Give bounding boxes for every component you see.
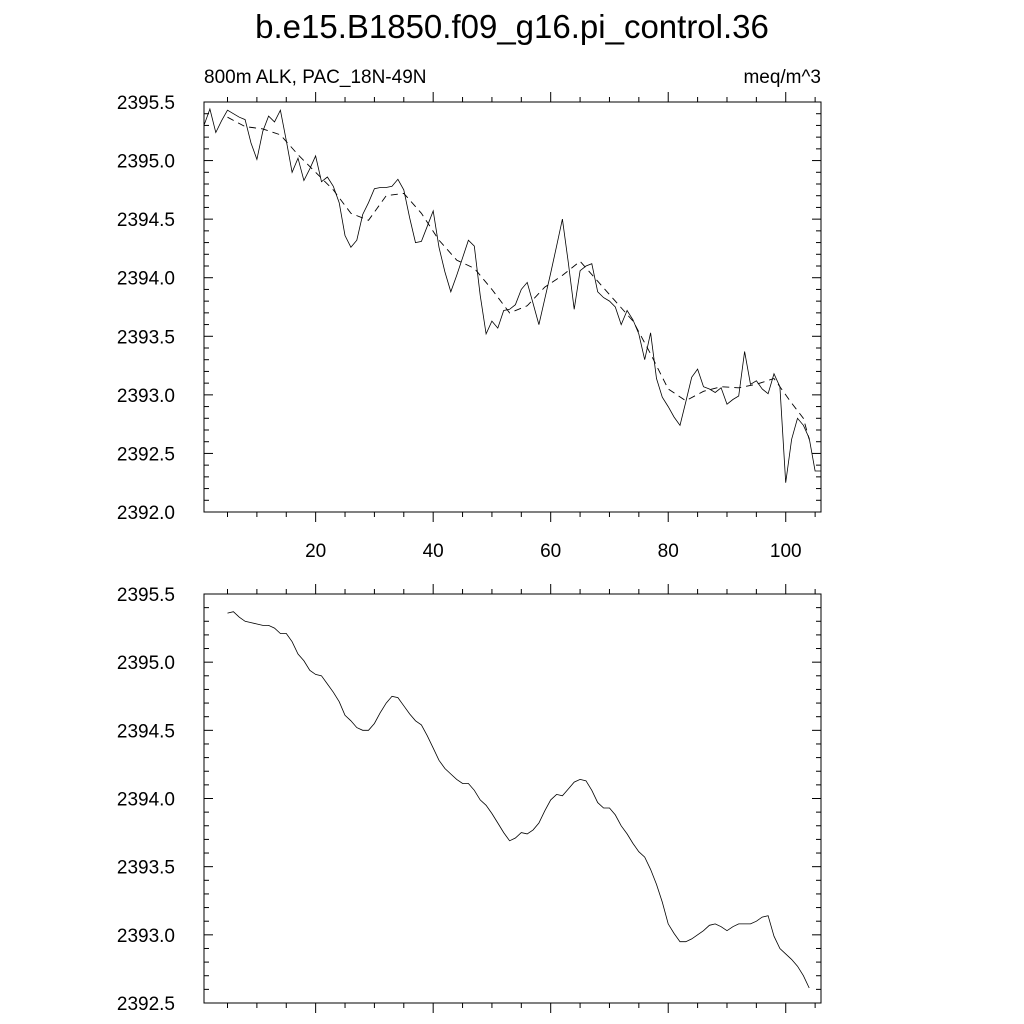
bottom-y-tick-label: 2395.0	[117, 653, 175, 674]
bottom-series-solid-line	[227, 611, 810, 989]
top-x-tick-label: 40	[423, 541, 444, 562]
bottom-y-tick-label: 2394.0	[117, 790, 175, 811]
top-panel: 800m ALK, PAC_18N-49N meq/m^3 2392.0 2392…	[117, 67, 822, 562]
bottom-y-tick-label: 2393.5	[117, 858, 175, 879]
top-x-tick-label: 100	[770, 541, 802, 562]
top-y-tick-label: 2393.5	[117, 327, 175, 348]
top-x-tick-label: 20	[305, 541, 326, 562]
top-x-tick-label: 80	[658, 541, 679, 562]
figure-title: b.e15.B1850.f09_g16.pi_control.36	[255, 8, 769, 45]
bottom-y-tick-label: 2392.5	[117, 994, 175, 1015]
bottom-y-tick-label: 2395.5	[117, 585, 175, 606]
top-series-dashed-line	[227, 116, 810, 440]
top-y-tick-label: 2394.0	[117, 269, 175, 290]
top-y-tick-label: 2395.5	[117, 93, 175, 114]
bottom-y-tick-label: 2393.0	[117, 926, 175, 947]
top-y-tick-label: 2392.0	[117, 503, 175, 524]
bottom-panel-frame	[203, 593, 822, 1004]
top-panel-units-label: meq/m^3	[743, 67, 821, 88]
top-y-tick-label: 2395.0	[117, 152, 175, 173]
bottom-panel: 2392.5 2393.0 2393.5 2394.0 2394.5 2395.0 2395…	[117, 584, 822, 1015]
top-y-tick-label: 2392.5	[117, 444, 175, 465]
top-panel-frame	[203, 101, 822, 513]
top-x-tick-label: 60	[540, 541, 561, 562]
bottom-y-tick-label: 2394.5	[117, 721, 175, 742]
top-series-solid-line	[203, 107, 821, 483]
top-y-tick-label: 2394.5	[117, 210, 175, 231]
top-y-tick-label: 2393.0	[117, 386, 175, 407]
top-panel-left-label: 800m ALK, PAC_18N-49N	[204, 67, 427, 88]
